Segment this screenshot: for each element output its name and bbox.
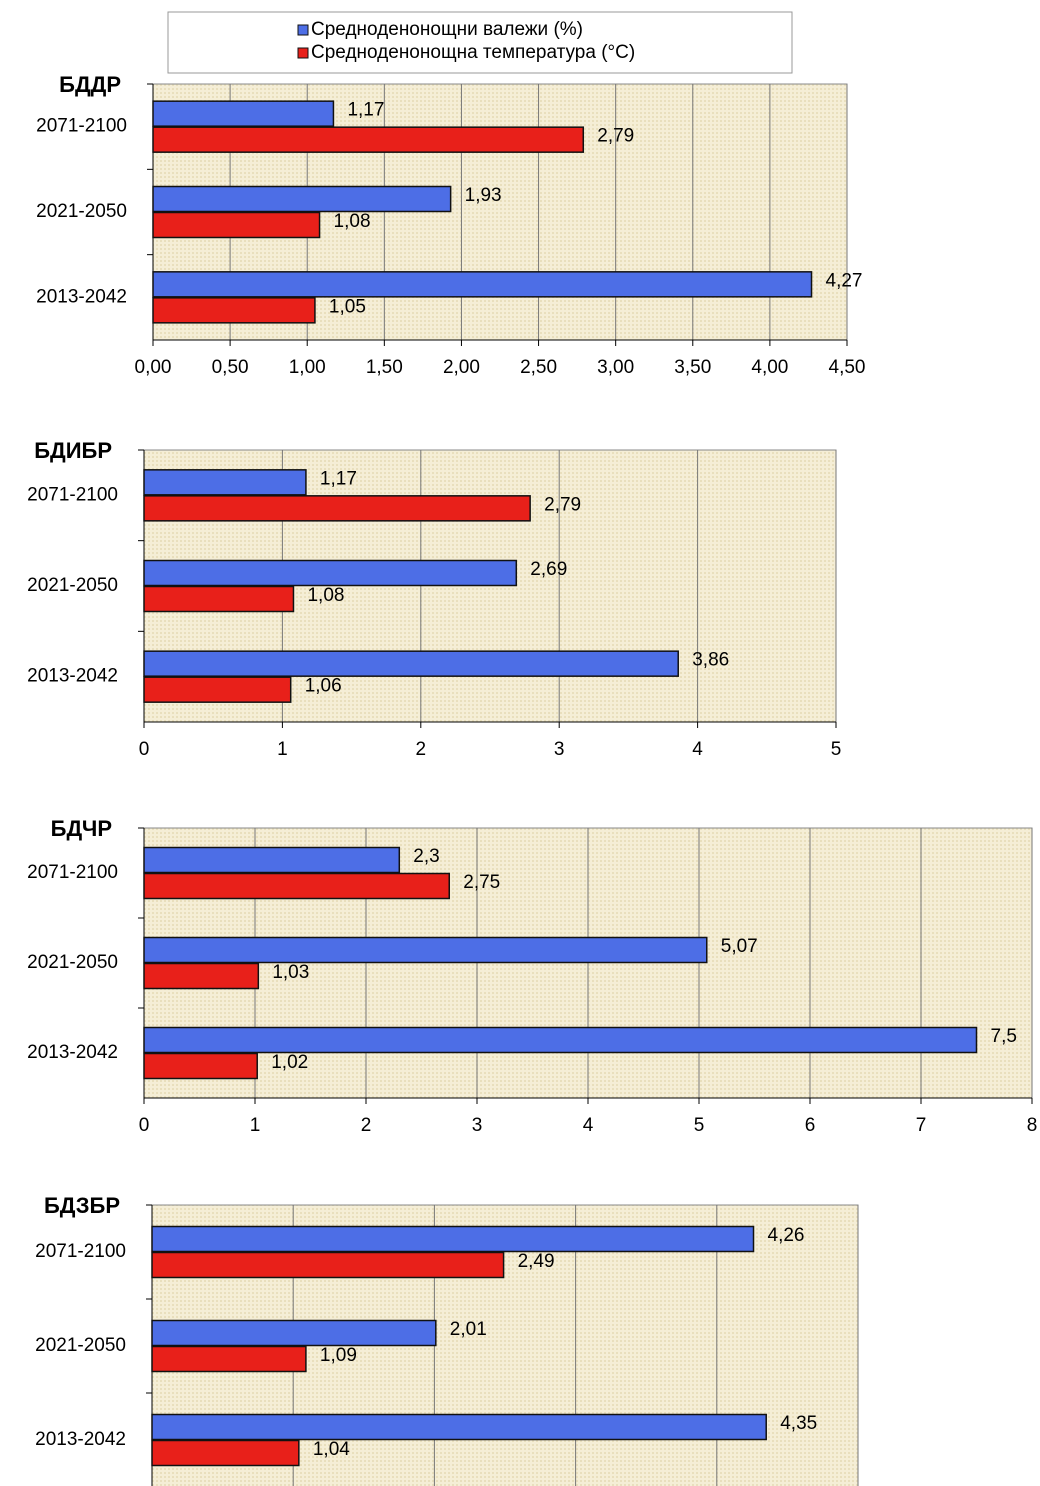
x-tick-label: 8: [1027, 1115, 1038, 1136]
x-tick-label: 3,00: [597, 357, 634, 378]
x-tick-label: 6: [805, 1115, 816, 1136]
bar: [143, 676, 292, 703]
chart-title: БДИБР: [34, 438, 112, 463]
value-label: 1,17: [347, 100, 384, 121]
x-tick-label: 5: [694, 1115, 705, 1136]
bar: [143, 469, 307, 496]
value-label: 1,93: [465, 185, 502, 206]
x-tick-label: 2: [361, 1115, 372, 1136]
y-tick-label: 2013-2042: [35, 1429, 126, 1450]
value-label: 7,5: [991, 1026, 1017, 1047]
value-label: 2,75: [463, 872, 500, 893]
bar: [152, 297, 316, 324]
x-tick-label: 3: [554, 739, 565, 760]
value-label: 2,79: [544, 494, 581, 515]
value-label: 1,08: [307, 585, 344, 606]
chart-title: БДЧР: [51, 816, 112, 841]
x-tick-label: 2: [416, 739, 427, 760]
legend-label: Средноденонощна температура (°C): [311, 42, 635, 63]
bar: [152, 100, 335, 127]
y-tick-label: 2013-2042: [27, 666, 118, 687]
value-label: 1,06: [305, 676, 342, 697]
value-label: 2,3: [413, 846, 439, 867]
value-label: 4,27: [826, 270, 863, 291]
y-tick-label: 2021-2050: [27, 575, 118, 596]
value-label: 1,05: [329, 296, 366, 317]
x-tick-label: 7: [916, 1115, 927, 1136]
bar: [152, 185, 452, 213]
value-label: 4,26: [768, 1225, 805, 1246]
bar: [143, 495, 531, 522]
bar: [152, 271, 813, 298]
bar: [151, 1345, 307, 1373]
bar: [143, 650, 679, 677]
bar: [151, 1413, 767, 1441]
y-tick-label: 2071-2100: [27, 484, 118, 505]
x-tick-label: 1,50: [366, 357, 403, 378]
x-tick-label: 4: [583, 1115, 594, 1136]
value-label: 5,07: [721, 936, 758, 957]
bar: [143, 872, 450, 900]
bar: [143, 559, 518, 587]
value-label: 1,09: [320, 1345, 357, 1366]
value-label: 2,69: [530, 559, 567, 580]
bar: [143, 846, 401, 874]
bar: [151, 1225, 755, 1253]
value-label: 1,17: [320, 468, 357, 489]
y-tick-label: 2013-2042: [36, 286, 127, 307]
x-tick-label: 4,00: [751, 357, 788, 378]
legend-swatch: [297, 47, 309, 59]
bar: [152, 126, 585, 153]
x-tick-label: 4,50: [829, 357, 866, 378]
bar: [143, 585, 295, 613]
value-label: 1,03: [272, 962, 309, 983]
y-tick-label: 2071-2100: [27, 862, 118, 883]
value-label: 2,79: [597, 126, 634, 147]
bar: [143, 962, 260, 990]
x-tick-label: 0,50: [212, 357, 249, 378]
y-tick-label: 2021-2050: [35, 1335, 126, 1356]
chart-title: БДЗБР: [44, 1193, 120, 1218]
x-tick-label: 1,00: [289, 357, 326, 378]
value-label: 3,86: [692, 650, 729, 671]
bar: [152, 211, 321, 239]
x-tick-label: 3: [472, 1115, 483, 1136]
y-tick-label: 2071-2100: [35, 1241, 126, 1262]
bar: [143, 936, 708, 964]
x-tick-label: 0,00: [135, 357, 172, 378]
bar: [143, 1052, 258, 1080]
x-tick-label: 4: [692, 739, 703, 760]
legend-box: [167, 11, 793, 74]
chart-title: БДДР: [59, 72, 121, 97]
legend-label: Средноденонощни валежи (%): [311, 19, 583, 40]
value-label: 1,04: [313, 1439, 350, 1460]
x-tick-label: 2,00: [443, 357, 480, 378]
x-tick-label: 5: [831, 739, 842, 760]
y-tick-label: 2021-2050: [36, 201, 127, 222]
bar: [143, 1026, 978, 1054]
y-tick-label: 2013-2042: [27, 1042, 118, 1063]
y-tick-label: 2071-2100: [36, 116, 127, 137]
x-tick-label: 0: [139, 1115, 150, 1136]
x-tick-label: 3,50: [674, 357, 711, 378]
x-tick-label: 0: [139, 739, 150, 760]
bar: [151, 1439, 300, 1467]
value-label: 2,49: [518, 1251, 555, 1272]
x-tick-label: 1: [277, 739, 288, 760]
value-label: 2,01: [450, 1319, 487, 1340]
y-tick-label: 2021-2050: [27, 952, 118, 973]
x-tick-label: 2,50: [520, 357, 557, 378]
x-tick-label: 1: [250, 1115, 261, 1136]
bar: [151, 1251, 505, 1279]
legend-swatch: [297, 24, 309, 36]
value-label: 4,35: [780, 1413, 817, 1434]
bar: [151, 1319, 437, 1347]
value-label: 1,08: [334, 211, 371, 232]
value-label: 1,02: [271, 1052, 308, 1073]
